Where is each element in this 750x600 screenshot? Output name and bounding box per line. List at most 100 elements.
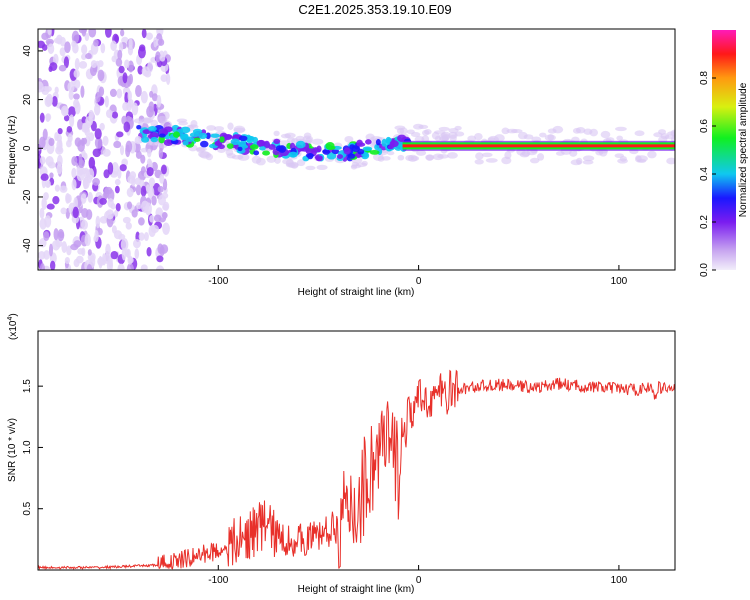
noise-speckle — [39, 112, 45, 123]
signal-blob — [375, 139, 381, 146]
signal-halo — [501, 127, 510, 135]
signal-blob — [230, 138, 240, 146]
noise-speckle — [80, 193, 87, 204]
signal-blob — [322, 149, 330, 154]
signal-blob — [259, 146, 266, 151]
colorbar-tick-label: 0.4 — [699, 167, 710, 181]
noise-speckle — [126, 263, 134, 270]
signal-halo — [214, 126, 225, 132]
noise-speckle — [113, 210, 119, 218]
signal-halo — [447, 152, 458, 159]
noise-speckle — [159, 54, 166, 62]
noise-speckle — [56, 163, 63, 175]
signal-blob — [343, 147, 351, 155]
signal-halo — [361, 160, 368, 166]
noise-speckle — [73, 93, 80, 100]
noise-speckle — [148, 101, 155, 113]
noise-speckle — [70, 243, 79, 251]
signal-blob — [210, 133, 220, 138]
noise-speckle — [124, 249, 130, 258]
signal-halo — [421, 135, 430, 143]
noise-speckle — [157, 194, 166, 206]
noise-speckle — [111, 225, 117, 234]
noise-speckle — [73, 197, 78, 210]
signal-halo — [431, 131, 440, 140]
signal-halo — [537, 153, 545, 161]
noise-speckle — [56, 154, 63, 167]
signal-blob — [193, 137, 201, 142]
signal-halo — [552, 125, 564, 134]
signal-halo — [481, 152, 493, 158]
noise-speckle — [156, 255, 164, 263]
signal-blob — [198, 132, 208, 140]
noise-speckle — [94, 128, 102, 140]
noise-speckle — [157, 38, 165, 47]
noise-speckle — [141, 29, 147, 39]
signal-halo — [280, 133, 292, 139]
noise-speckle — [48, 137, 55, 147]
carrier-core — [402, 144, 675, 148]
noise-speckle — [151, 93, 158, 102]
noise-speckle — [77, 248, 85, 255]
signal-halo — [448, 127, 459, 134]
signal-halo — [576, 157, 583, 165]
noise-speckle — [118, 42, 124, 53]
noise-speckle — [71, 178, 77, 191]
signal-halo — [439, 136, 450, 142]
noise-speckle — [135, 184, 142, 196]
signal-blob — [336, 154, 344, 159]
noise-speckle — [111, 161, 119, 175]
signal-halo — [617, 158, 628, 164]
noise-speckle — [68, 90, 74, 100]
noise-speckle — [51, 96, 58, 107]
signal-halo — [529, 157, 540, 164]
noise-speckle — [111, 111, 119, 119]
signal-blob — [150, 136, 159, 143]
noise-speckle — [153, 37, 158, 48]
colorbar: 0.0 0.2 0.4 0.6 0.8 Normalized spectral ampl… — [699, 30, 749, 277]
noise-speckle — [140, 154, 146, 164]
colorbar-tick-label: 0.6 — [699, 119, 710, 133]
signal-blob — [262, 150, 270, 156]
noise-speckle — [47, 29, 52, 36]
noise-speckle — [54, 86, 59, 94]
signal-halo — [544, 134, 556, 142]
signal-blob — [249, 144, 259, 150]
signal-blob — [148, 125, 157, 132]
signal-halo — [615, 126, 627, 132]
signal-blob — [397, 134, 407, 143]
noise-speckle — [53, 228, 59, 241]
noise-speckle — [53, 37, 62, 44]
signal-halo — [150, 119, 158, 127]
noise-speckle — [98, 86, 105, 97]
noise-speckle — [160, 74, 168, 83]
noise-speckle — [54, 184, 60, 192]
signal-halo — [237, 153, 250, 161]
signal-halo — [454, 131, 465, 137]
noise-speckle — [122, 216, 131, 224]
noise-speckle — [123, 121, 131, 133]
noise-speckle — [153, 214, 162, 222]
noise-speckle — [74, 58, 80, 71]
noise-speckle — [106, 109, 113, 118]
noise-speckle — [58, 139, 63, 153]
snr-line — [38, 369, 675, 570]
noise-speckle — [63, 56, 69, 69]
signal-halo — [438, 126, 450, 131]
signal-halo — [504, 151, 512, 160]
snr-y-ticks: 0.5 1.0 1.5 — [22, 379, 43, 516]
signal-halo — [344, 135, 354, 143]
chart-title: C2E1.2025.353.19.10.E09 — [298, 2, 452, 17]
signal-halo — [305, 165, 316, 171]
noise-speckle — [125, 115, 132, 123]
noise-speckle — [99, 122, 105, 131]
noise-speckle — [71, 156, 78, 166]
noise-speckle — [44, 215, 52, 228]
noise-speckle — [138, 217, 145, 226]
x-tick-label: -100 — [208, 276, 228, 287]
noise-speckle — [81, 53, 87, 60]
noise-speckle — [114, 178, 121, 186]
noise-speckle — [49, 172, 54, 179]
noise-speckle — [133, 238, 141, 249]
noise-speckle — [65, 192, 71, 204]
